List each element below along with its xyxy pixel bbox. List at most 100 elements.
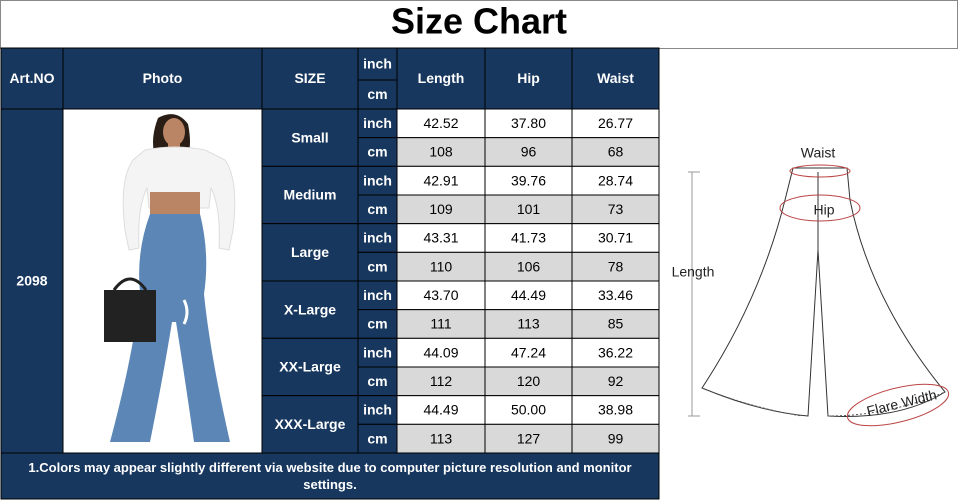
diagram-hip-label: Hip — [813, 202, 834, 218]
inch-cell — [396, 280, 486, 311]
unit: inch — [363, 344, 392, 360]
unit: inch — [363, 172, 392, 188]
size-name-cell — [261, 337, 359, 397]
size-name: Small — [291, 129, 328, 145]
cm-cell — [484, 309, 573, 339]
inch-cell — [571, 337, 660, 368]
unit-cell — [357, 223, 398, 253]
cm-value: 109 — [429, 201, 453, 217]
inch-value: 43.70 — [423, 287, 458, 303]
pants-diagram — [688, 164, 950, 427]
cm-cell — [396, 137, 486, 167]
header-photo-cell — [62, 47, 263, 110]
inch-value: 42.91 — [423, 172, 458, 188]
header-photo: Photo — [143, 70, 183, 86]
header-size-cell — [261, 47, 359, 110]
cm-cell — [571, 423, 660, 454]
cm-cell — [396, 309, 486, 339]
unit-cell — [357, 337, 398, 368]
cm-value: 108 — [429, 144, 453, 160]
header-column: Waist — [597, 70, 634, 86]
cm-value: 96 — [521, 144, 537, 160]
header-column-cell — [484, 47, 573, 110]
header-art-no-cell — [0, 47, 64, 110]
inch-value: 38.98 — [598, 402, 633, 418]
size-name: Medium — [284, 187, 337, 203]
header-unit: cm — [367, 86, 387, 102]
inch-value: 50.00 — [511, 402, 546, 418]
inch-value: 30.71 — [598, 230, 633, 246]
unit-cell — [357, 165, 398, 196]
unit: cm — [367, 430, 387, 446]
header-unit-cell — [357, 79, 398, 110]
unit: cm — [367, 316, 387, 332]
unit-cell — [357, 423, 398, 454]
cm-cell — [484, 251, 573, 282]
cm-value: 73 — [608, 201, 624, 217]
unit: inch — [363, 115, 392, 131]
cm-value: 127 — [517, 430, 541, 446]
cm-cell — [484, 194, 573, 225]
cm-value: 85 — [608, 316, 624, 332]
header-column: Length — [418, 70, 465, 86]
unit-cell — [357, 366, 398, 397]
inch-cell — [571, 280, 660, 311]
header-size: SIZE — [294, 70, 325, 86]
art-no-cell — [0, 108, 64, 454]
unit-cell — [357, 194, 398, 225]
unit-cell — [357, 137, 398, 167]
cm-value: 106 — [517, 258, 541, 274]
inch-cell — [571, 395, 660, 425]
footer-cell — [0, 452, 660, 500]
inch-value: 36.22 — [598, 344, 633, 360]
inch-cell — [571, 165, 660, 196]
cm-cell — [571, 366, 660, 397]
inch-cell — [484, 337, 573, 368]
inch-value: 37.80 — [511, 115, 546, 131]
cm-value: 113 — [430, 430, 453, 446]
product-photo — [64, 110, 261, 452]
cm-value: 120 — [517, 373, 541, 389]
cm-cell — [571, 194, 660, 225]
inch-value: 44.09 — [423, 344, 458, 360]
header-column: Hip — [517, 70, 540, 86]
unit: cm — [367, 258, 387, 274]
size-name: XXX-Large — [275, 416, 346, 432]
inch-value: 42.52 — [423, 115, 458, 131]
cm-cell — [396, 423, 486, 454]
inch-value: 44.49 — [511, 287, 546, 303]
cm-value: 78 — [608, 258, 624, 274]
title-box — [0, 0, 958, 49]
header-art-no: Art.NO — [9, 70, 54, 86]
cm-cell — [571, 137, 660, 167]
cm-value: 112 — [430, 373, 453, 389]
footnote: 1.Colors may appear slightly different v… — [28, 460, 632, 492]
cm-value: 99 — [608, 430, 624, 446]
cm-value: 111 — [430, 316, 451, 332]
inch-cell — [396, 337, 486, 368]
inch-value: 41.73 — [511, 230, 546, 246]
header-unit: inch — [363, 56, 392, 72]
cm-value: 68 — [608, 144, 624, 160]
unit: inch — [363, 287, 392, 303]
diagram-flare-label: Flare Width — [865, 386, 938, 419]
size-name: Large — [291, 244, 329, 260]
inch-value: 28.74 — [598, 172, 633, 188]
art-no: 2098 — [16, 273, 47, 289]
inch-value: 39.76 — [511, 172, 546, 188]
size-name: X-Large — [284, 301, 336, 317]
cm-value: 113 — [517, 316, 540, 332]
cm-cell — [484, 366, 573, 397]
size-name-cell — [261, 165, 359, 225]
inch-value: 47.24 — [511, 344, 546, 360]
inch-value: 33.46 — [598, 287, 633, 303]
diagram-waist-label: Waist — [801, 145, 836, 161]
inch-value: 43.31 — [423, 230, 458, 246]
cm-value: 101 — [517, 201, 541, 217]
unit: cm — [367, 373, 387, 389]
unit: cm — [367, 144, 387, 160]
inch-cell — [484, 108, 573, 139]
size-name-cell — [261, 280, 359, 339]
